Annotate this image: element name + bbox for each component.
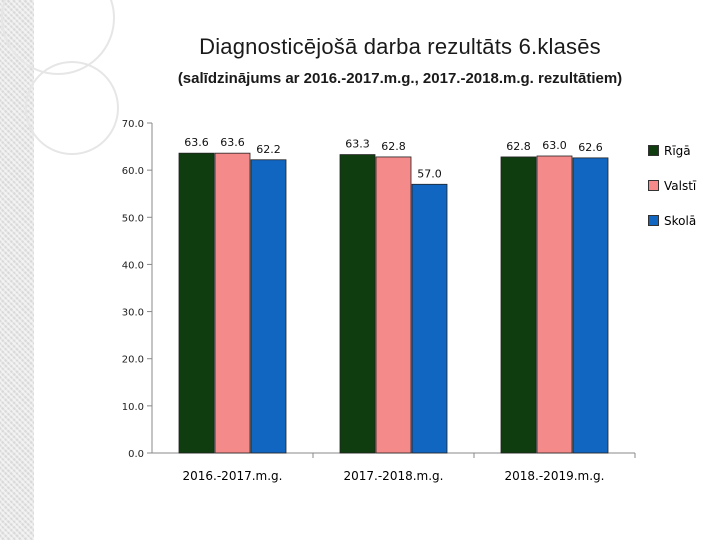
legend-item: Skolā [648,203,696,238]
data-label: 62.2 [256,143,281,156]
x-category-label: 2018.-2019.m.g. [505,469,605,483]
decorative-pattern-strip [0,0,34,540]
data-label: 63.6 [220,136,245,149]
title-block: Diagnosticējošā darba rezultāts 6.klasēs… [100,34,700,87]
chart-title: Diagnosticējošā darba rezultāts 6.klasēs [199,34,601,59]
bar [572,157,609,454]
y-tick-label: 40.0 [122,260,144,271]
data-label: 62.8 [506,140,531,153]
bar [536,155,573,454]
data-label: 63.6 [184,136,209,149]
y-tick-label: 20.0 [122,355,144,366]
legend-swatch [648,215,659,226]
legend-label: Valstī [664,178,697,193]
chart-subtitle: (salīdzinājums ar 2016.-2017.m.g., 2017.… [177,70,623,87]
bar [250,159,287,454]
y-tick-label: 0.0 [128,449,144,460]
x-category-label: 2016.-2017.m.g. [183,469,283,483]
bar [500,156,537,454]
legend-swatch [648,180,659,191]
legend-item: Rīgā [648,133,696,168]
decorative-circles [1,0,119,155]
data-label: 57.0 [417,167,442,180]
data-label: 62.6 [578,141,603,154]
bar [178,152,215,454]
legend-swatch [648,145,659,156]
bar [214,152,251,454]
legend-label: Skolā [664,213,697,228]
data-label: 63.3 [345,138,370,151]
chart-legend: Rīgā Valstī Skolā [648,133,696,238]
y-tick-label: 70.0 [122,119,144,130]
x-category-label: 2017.-2018.m.g. [344,469,444,483]
data-label: 63.0 [542,139,567,152]
data-label: 62.8 [381,140,406,153]
y-tick-label: 50.0 [122,213,144,224]
legend-item: Valstī [648,168,696,203]
y-tick-label: 30.0 [122,308,144,319]
y-tick-label: 60.0 [122,166,144,177]
bar [339,154,376,454]
legend-label: Rīgā [664,143,691,158]
bar [375,156,412,454]
bar [411,183,448,454]
y-tick-label: 10.0 [122,402,144,413]
